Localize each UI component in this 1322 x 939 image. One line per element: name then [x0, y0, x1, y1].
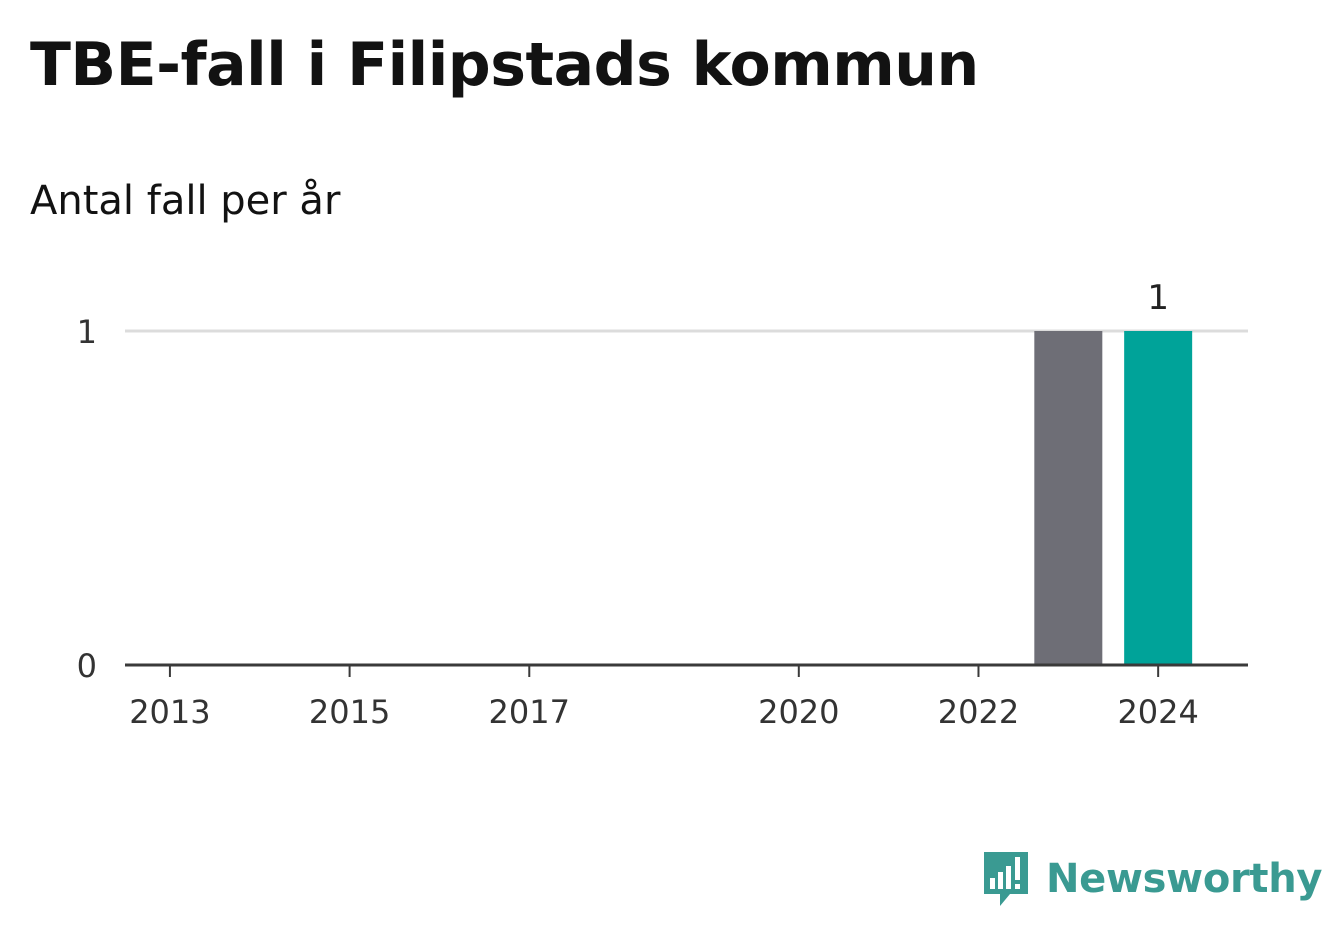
y-tick-label: 1 [77, 313, 97, 351]
newsworthy-logo-text: Newsworthy [1046, 856, 1322, 902]
chart-subtitle: Antal fall per år [30, 178, 341, 224]
x-tick-label: 2020 [758, 693, 839, 731]
y-tick-label: 0 [77, 647, 97, 685]
newsworthy-logo: Newsworthy [980, 848, 1322, 910]
newsworthy-logo-icon [984, 852, 1028, 906]
x-tick-label: 2022 [938, 693, 1019, 731]
x-tick-label: 2024 [1117, 693, 1198, 731]
x-tick-label: 2013 [129, 693, 210, 731]
bar-2024 [1124, 331, 1193, 665]
bar-2023 [1034, 331, 1103, 665]
chart-title: TBE-fall i Filipstads kommun [30, 30, 979, 100]
x-tick-label: 2017 [489, 693, 570, 731]
data-label: 1 [1147, 278, 1169, 318]
x-tick-label: 2015 [309, 693, 390, 731]
